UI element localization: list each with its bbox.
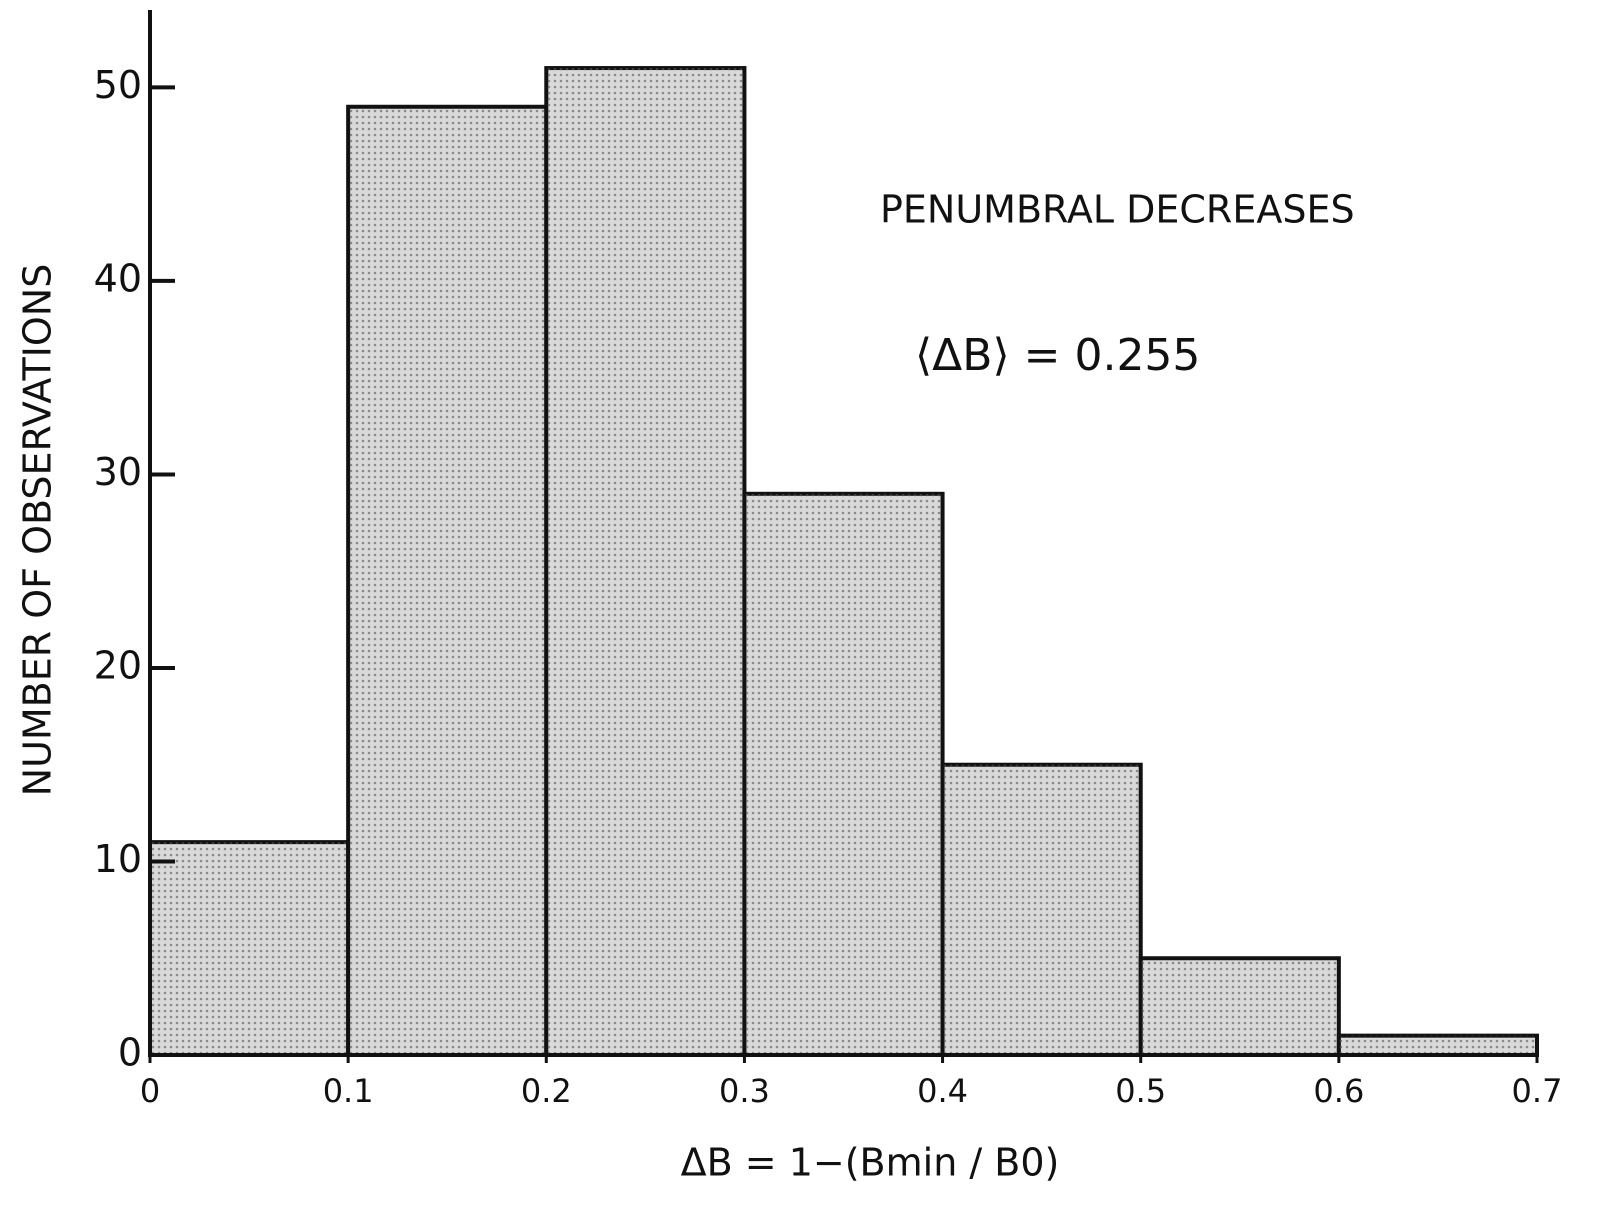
bar-texture: [1140, 958, 1339, 1055]
x-axis-label: ΔB = 1−(Bmin / B0): [681, 1141, 1060, 1185]
bar-texture: [744, 493, 943, 1056]
y-tick-label: 50: [94, 63, 142, 107]
x-tick-label: 0.6: [1313, 1072, 1364, 1110]
annotation: ⟨ΔB⟩ = 0.255: [915, 330, 1200, 381]
x-tick-label: 0.3: [719, 1072, 770, 1110]
y-axis-label: NUMBER OF OBSERVATIONS: [16, 264, 60, 797]
y-tick-label: 0: [118, 1031, 142, 1075]
x-tick-label: 0.4: [917, 1072, 968, 1110]
x-tick-label: 0.1: [323, 1072, 374, 1110]
x-tick-label: 0.5: [1115, 1072, 1166, 1110]
bar-texture: [150, 842, 349, 1055]
annotation: PENUMBRAL DECREASES: [880, 188, 1355, 232]
bar-texture: [348, 106, 547, 1055]
bar-texture: [1338, 1035, 1537, 1055]
y-tick-label: 20: [94, 643, 142, 687]
x-tick-label: 0.2: [521, 1072, 572, 1110]
bar-texture: [942, 764, 1141, 1055]
x-tick-label: 0.7: [1512, 1072, 1563, 1110]
x-tick-label: 0: [140, 1072, 160, 1110]
y-tick-label: 30: [94, 450, 142, 494]
y-tick-label: 40: [94, 256, 142, 300]
y-tick-label: 10: [94, 837, 142, 881]
bar-texture: [546, 68, 745, 1056]
